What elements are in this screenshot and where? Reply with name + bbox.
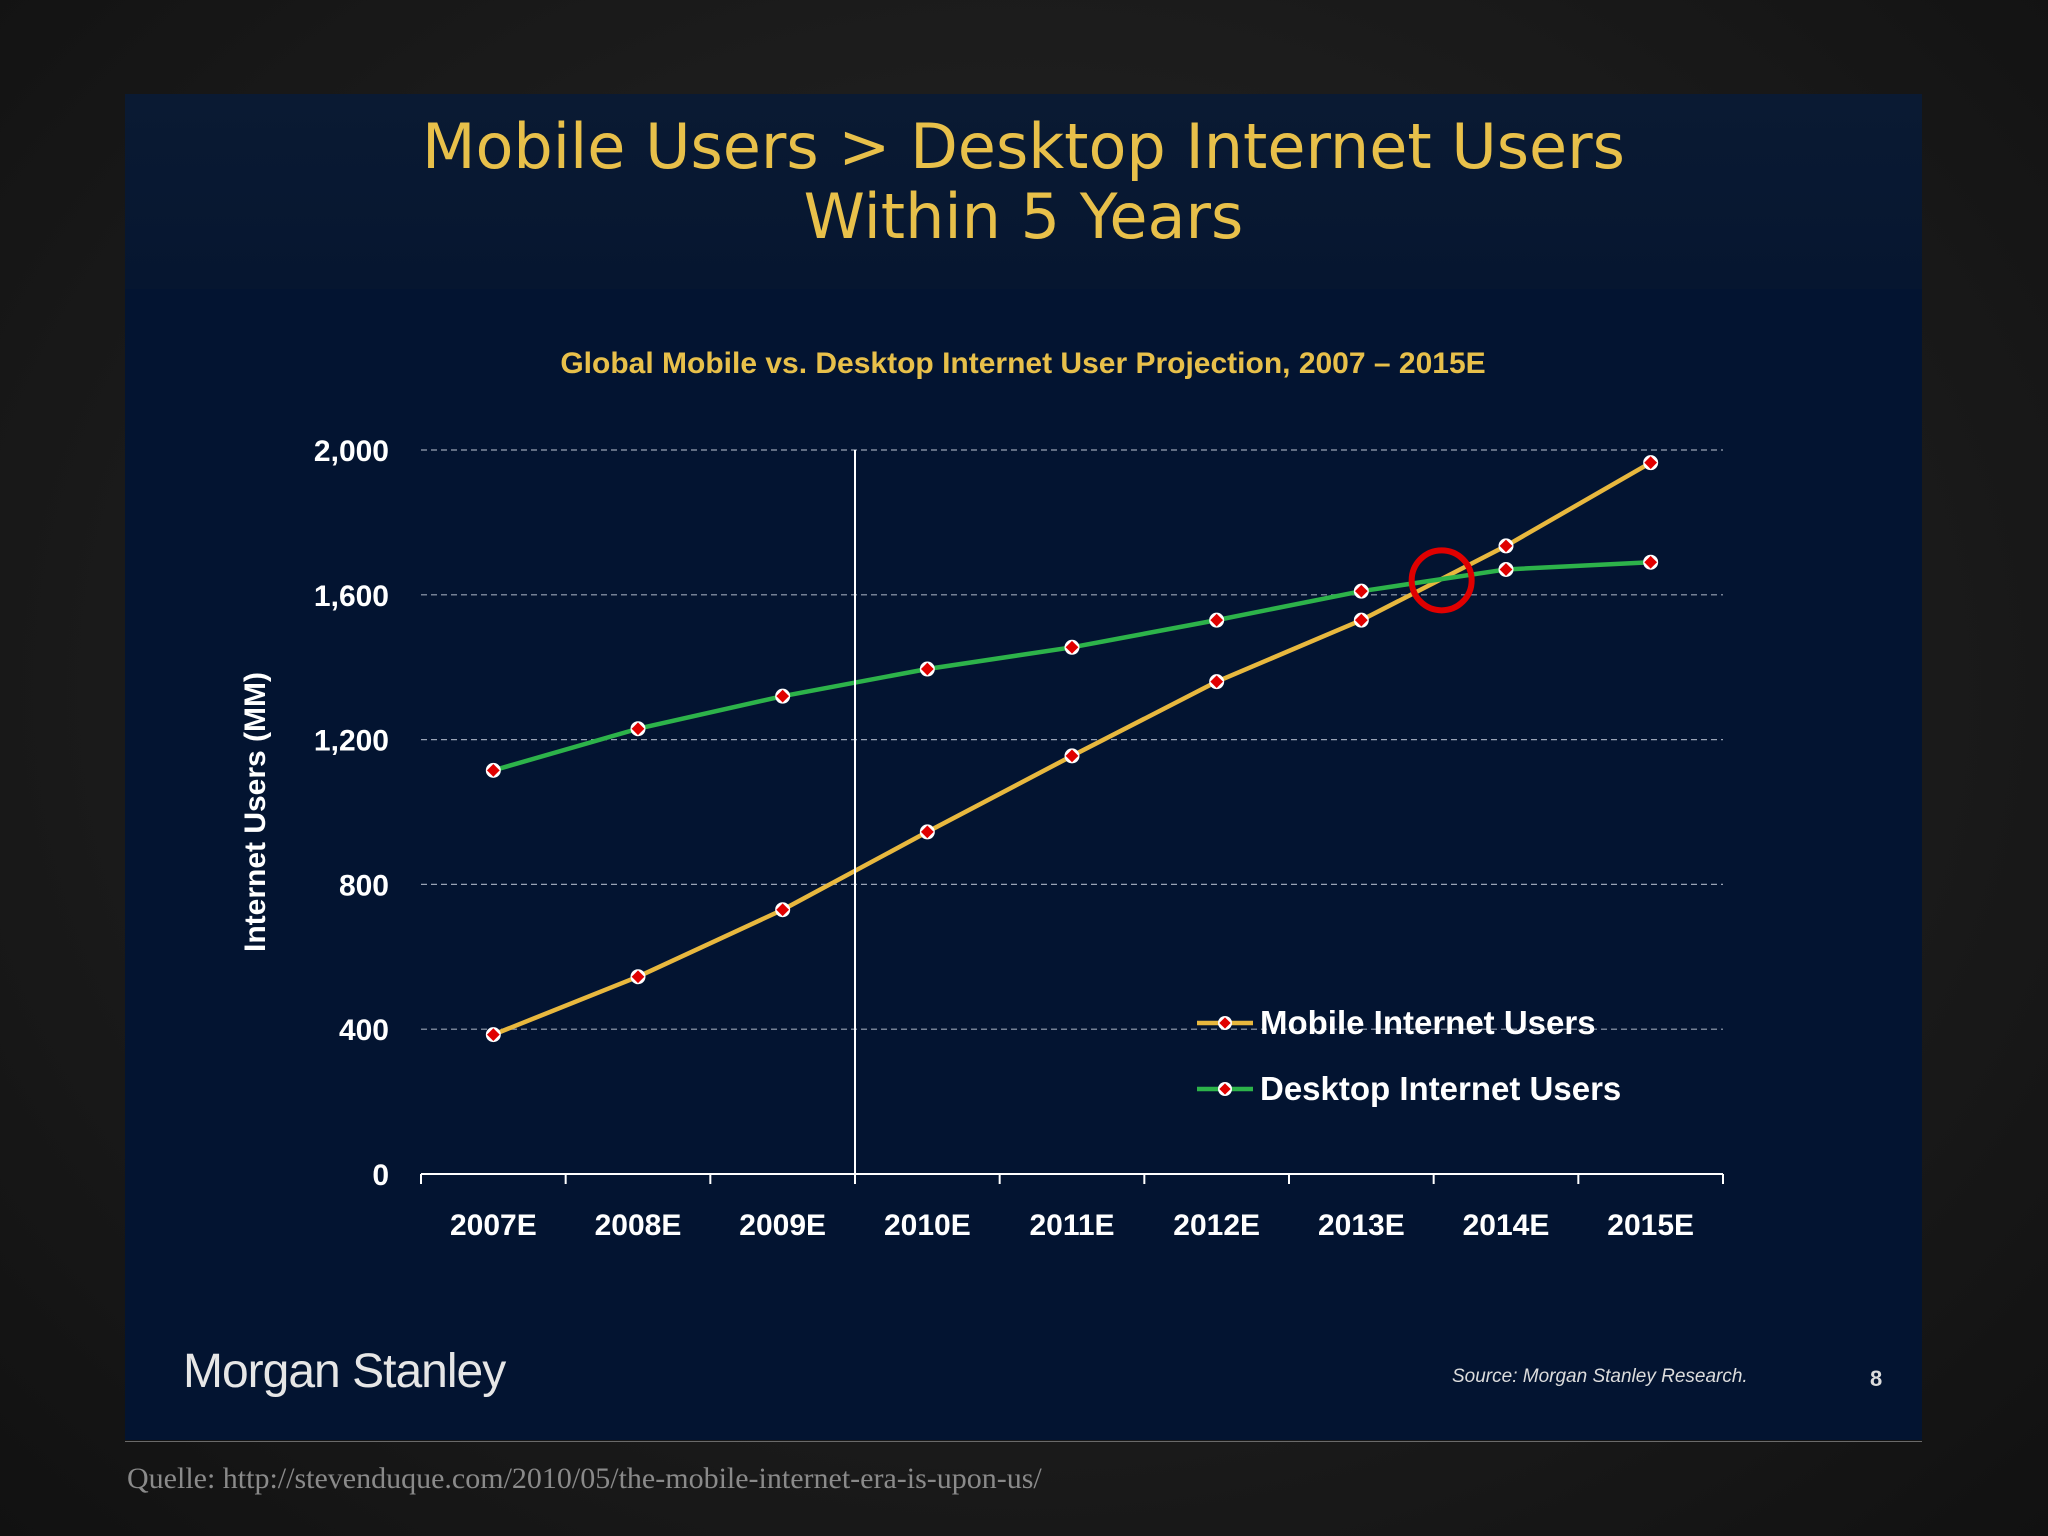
- grid: [421, 449, 1723, 1030]
- legend-label: Desktop Internet Users: [1260, 1070, 1621, 1107]
- source-note: Source: Morgan Stanley Research.: [1452, 1366, 1748, 1387]
- chart-title: Global Mobile vs. Desktop Internet User …: [560, 347, 1485, 380]
- slide-title-line2: Within 5 Years: [803, 180, 1244, 253]
- legend: Mobile Internet Users Desktop Internet Us…: [1197, 1004, 1621, 1107]
- slide: Mobile Users > Desktop Internet Users Wi…: [125, 94, 1922, 1440]
- caption: Quelle: http://stevenduque.com/2010/05/t…: [127, 1462, 1042, 1495]
- y-tick-label: 1,600: [314, 580, 389, 613]
- y-tick-label: 2,000: [314, 435, 389, 468]
- x-tick-label: 2007E: [450, 1209, 537, 1242]
- y-tick-label: 1,200: [314, 725, 389, 758]
- axes: 0 400 800 1,200 1,600 2,000 2007E 2008E 2009E 201…: [314, 435, 1724, 1242]
- x-tick-label: 2015E: [1607, 1209, 1694, 1242]
- x-tick-label: 2012E: [1173, 1209, 1260, 1242]
- divider: [125, 1441, 1922, 1442]
- x-tick-label: 2013E: [1318, 1209, 1405, 1242]
- line-chart: Global Mobile vs. Desktop Internet User …: [239, 347, 1724, 1242]
- brand-logo: Morgan Stanley: [183, 1345, 506, 1398]
- slide-title-line1: Mobile Users > Desktop Internet Users: [422, 110, 1625, 183]
- series-layer: [485, 455, 1659, 1043]
- crossover-highlight-circle: [1408, 547, 1475, 614]
- x-tick-label: 2014E: [1463, 1209, 1550, 1242]
- y-tick-label: 0: [372, 1159, 389, 1192]
- x-tick-label: 2009E: [739, 1209, 826, 1242]
- y-tick-label: 400: [339, 1014, 389, 1047]
- page-number: 8: [1870, 1366, 1883, 1391]
- x-tick-label: 2008E: [595, 1209, 682, 1242]
- legend-label: Mobile Internet Users: [1260, 1004, 1596, 1041]
- annotation-layer: [854, 450, 1475, 1174]
- slide-title: Mobile Users > Desktop Internet Users Wi…: [125, 112, 1922, 252]
- y-tick-label: 800: [339, 869, 389, 902]
- y-axis-label: Internet Users (MM): [239, 672, 272, 952]
- legend-swatch-marker: [1219, 1083, 1231, 1095]
- x-tick-label: 2011E: [1029, 1209, 1114, 1242]
- slide-header: [125, 94, 1922, 289]
- legend-swatch-marker: [1219, 1017, 1231, 1029]
- x-tick-label: 2010E: [884, 1209, 971, 1242]
